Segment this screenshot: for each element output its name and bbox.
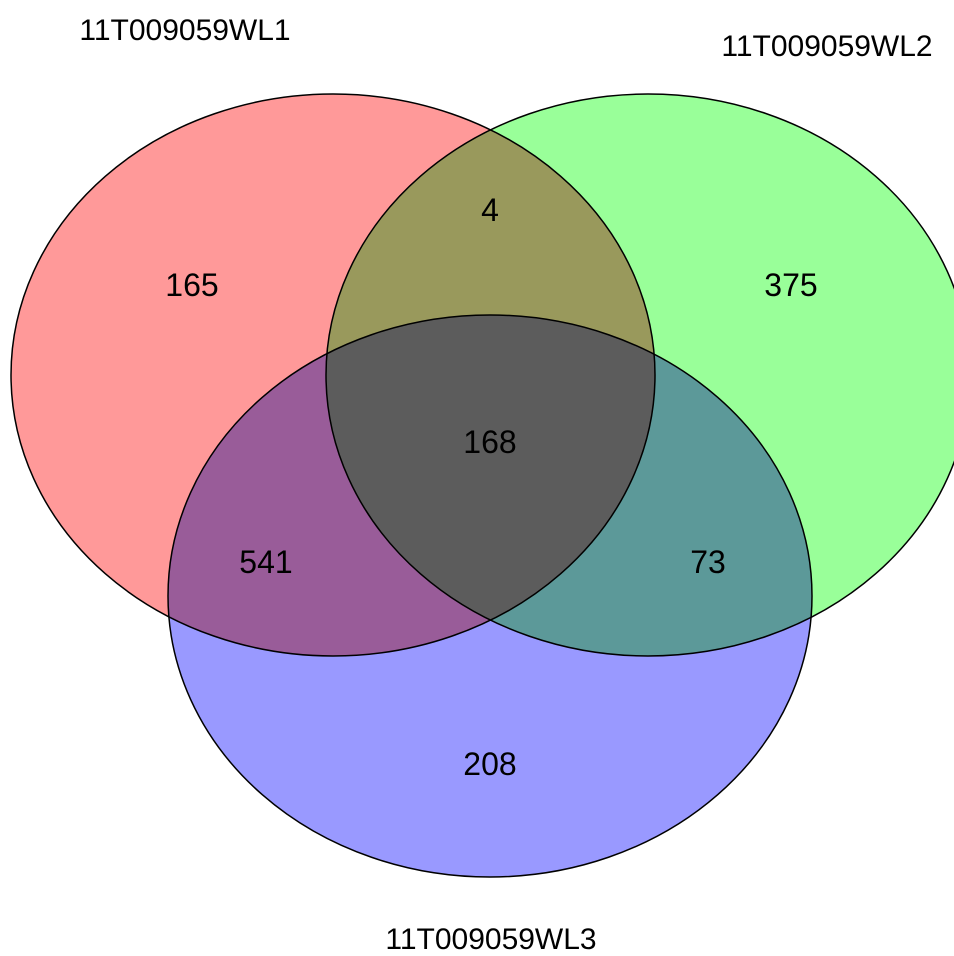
set-3-label: 11T009059WL3	[385, 923, 596, 956]
count-set-1-and-2: 4	[481, 192, 499, 228]
venn-outlines	[10, 93, 954, 878]
count-all-sets: 168	[463, 424, 516, 460]
venn-circles	[11, 94, 954, 877]
set-3-circle	[168, 315, 812, 877]
count-only-set-3: 208	[463, 746, 516, 782]
count-only-set-2: 375	[764, 267, 817, 303]
set-1-outline	[10, 93, 656, 657]
set-3-outline	[167, 314, 813, 878]
set-2-outline	[325, 93, 954, 657]
count-set-1-and-3: 541	[239, 544, 292, 580]
count-only-set-1: 165	[165, 267, 218, 303]
count-set-2-and-3: 73	[690, 544, 726, 580]
set-2-label: 11T009059WL2	[721, 30, 932, 63]
set-1-label: 11T009059WL1	[79, 14, 290, 47]
